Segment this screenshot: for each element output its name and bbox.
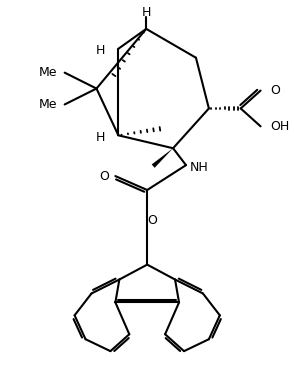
Text: O: O [147,214,157,227]
Polygon shape [152,148,173,168]
Text: Me: Me [39,66,58,79]
Text: H: H [96,131,105,144]
Text: O: O [100,170,109,182]
Text: OH: OH [270,120,290,133]
Text: NH: NH [190,161,209,174]
Text: O: O [270,84,280,97]
Text: H: H [141,7,151,20]
Text: Me: Me [39,98,58,111]
Text: H: H [96,44,105,57]
